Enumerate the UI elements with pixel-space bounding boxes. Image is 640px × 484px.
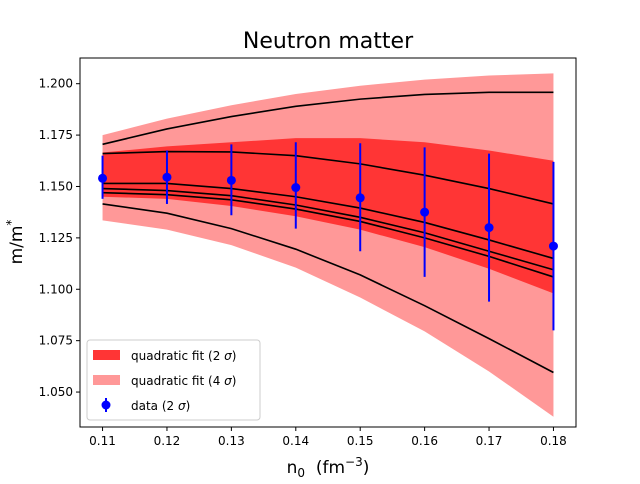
y-tick-label-2: 1.075 — [39, 334, 73, 348]
data-point-8 — [548, 241, 558, 251]
legend-4sigma-end: ) — [232, 374, 237, 388]
y-tick-label-3: 1.100 — [39, 282, 73, 296]
data-point-2 — [162, 172, 172, 182]
lines-layer — [102, 91, 554, 374]
x-tick-label-8: 0.18 — [540, 434, 567, 448]
y-axis-label-sup: * — [4, 220, 18, 226]
y-tick-label-1: 1.050 — [39, 385, 73, 399]
x-tick-label-2: 0.12 — [154, 434, 181, 448]
fit-line-3 — [102, 182, 554, 260]
data-point-6 — [420, 207, 430, 217]
legend-swatch-4sigma — [93, 375, 120, 385]
fit-line-2 — [102, 150, 554, 205]
y-tick-label-6: 1.175 — [39, 128, 73, 142]
x-tick-label-3: 0.13 — [218, 434, 245, 448]
legend-swatch-2sigma — [93, 350, 120, 360]
y-tick-label-7: 1.200 — [39, 77, 73, 91]
legend-data-end: ) — [186, 399, 191, 413]
y-tick-label-4: 1.125 — [39, 231, 73, 245]
y-tick-label-5: 1.150 — [39, 179, 73, 193]
x-axis-label: n0 (fm−3) — [287, 455, 370, 480]
fit-line-5 — [102, 191, 554, 278]
legend-frame — [86, 339, 261, 421]
data-point-5 — [355, 193, 365, 203]
points-layer — [98, 142, 558, 331]
legend-2sigma-sym: σ — [224, 349, 232, 363]
legend: quadratic fit (2 σ) quadratic fit (4 σ) … — [86, 339, 261, 421]
legend-4sigma-sym: σ — [224, 374, 232, 388]
legend-2sigma-end: ) — [232, 349, 237, 363]
x-tick-label-1: 0.11 — [89, 434, 116, 448]
x-axis-label-end: ) — [363, 458, 370, 478]
x-ticks: 0.11 0.12 0.13 0.14 0.15 0.16 0.17 0.18 — [89, 427, 567, 448]
fit-line-6 — [102, 203, 554, 374]
y-ticks: 1.050 1.075 1.100 1.125 1.150 1.175 1.200 — [39, 77, 80, 399]
x-tick-label-7: 0.17 — [476, 434, 503, 448]
legend-label-2sigma: quadratic fit (2 σ) — [131, 349, 236, 363]
y-axis-label-base: m/m — [7, 226, 27, 265]
data-point-1 — [98, 173, 108, 183]
legend-data-marker — [101, 400, 111, 410]
x-axis-label-base: n — [287, 458, 298, 478]
y-axis-label: m/m* — [4, 220, 27, 265]
x-axis-label-sub: 0 — [297, 466, 305, 480]
x-axis-label-sup: −3 — [345, 455, 363, 469]
plot-frame — [79, 57, 577, 428]
legend-data-base: data (2 — [131, 399, 178, 413]
legend-label-data: data (2 σ) — [131, 399, 190, 413]
data-point-4 — [291, 183, 301, 193]
x-tick-label-6: 0.16 — [411, 434, 438, 448]
x-tick-label-4: 0.14 — [282, 434, 309, 448]
legend-4sigma-base: quadratic fit (4 — [131, 374, 224, 388]
x-axis-label-rest: (fm — [305, 458, 345, 478]
legend-data-sym: σ — [178, 399, 186, 413]
data-point-7 — [484, 223, 494, 233]
legend-label-4sigma: quadratic fit (4 σ) — [131, 374, 236, 388]
chart-title: Neutron matter — [243, 29, 414, 54]
fit-line-4 — [102, 187, 554, 271]
x-tick-label-5: 0.15 — [347, 434, 374, 448]
fit-line-1 — [102, 91, 554, 146]
legend-2sigma-base: quadratic fit (2 — [131, 349, 224, 363]
data-point-3 — [226, 175, 236, 185]
